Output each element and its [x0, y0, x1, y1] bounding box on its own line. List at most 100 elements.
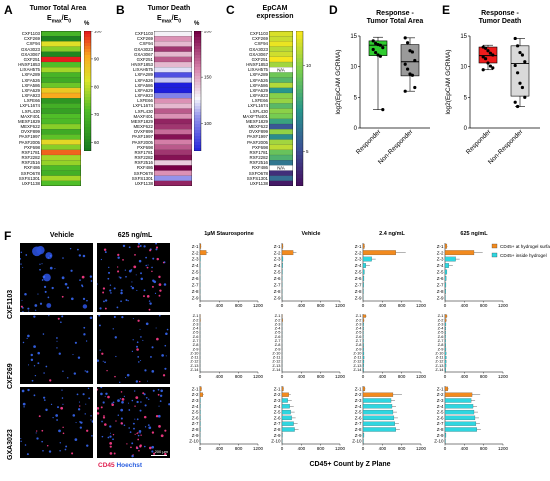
panel-a-colorbar-step — [84, 55, 91, 59]
panel-b-colorbar-step — [194, 49, 201, 53]
panel-e-title: Response - — [481, 10, 519, 17]
z-plane-label: Z-4 — [274, 263, 281, 268]
bar-x-tick-label: 1200 — [416, 374, 427, 379]
cd45-spot — [162, 261, 165, 264]
bar-column-title: Vehicle — [302, 231, 321, 237]
hoechst-spot — [56, 337, 58, 339]
bar-x-tick-label: 400 — [461, 446, 469, 451]
panel-b-row-label: RXF486 — [136, 165, 153, 171]
panel-c-row-label: LXFL430 — [250, 108, 268, 114]
cd45-spot — [135, 446, 138, 449]
panel-a-cell — [41, 31, 81, 37]
bar-surface — [199, 392, 204, 397]
panel-b-cell — [154, 144, 192, 151]
hoechst-spot — [77, 356, 81, 359]
panel-c-colorbar-step — [296, 143, 303, 148]
panel-a-row-label: LXFA289 — [21, 72, 40, 78]
hoechst-spot — [118, 276, 120, 278]
z-plane-label: Z-1 — [355, 386, 362, 391]
hoechst-spot — [120, 417, 123, 420]
bar-inside — [281, 427, 295, 432]
hoechst-spot — [117, 414, 120, 417]
bar-x-tick-label: 400 — [379, 374, 387, 379]
panel-a-title: Tumor Total Area — [29, 5, 87, 12]
z-plane-label: Z-5 — [437, 410, 444, 415]
panel-a-row-label: UXF1138 — [21, 180, 40, 186]
micro-cxf269-625 — [97, 315, 170, 384]
panel-c-cell — [269, 134, 293, 140]
hoechst-spot — [82, 297, 86, 301]
panel-b-row-labels: CXF1103 CXF269 CXF94 GXA3023 GXA3067 GXF251 HN… — [113, 31, 153, 186]
panel-c-cell — [269, 175, 293, 182]
hoechst-spot — [89, 275, 93, 278]
cd45-spot — [159, 289, 162, 292]
hoechst-spot — [48, 315, 50, 317]
panel-a-colorbar-step — [84, 43, 91, 47]
z-plane-label: Z-7 — [437, 283, 444, 288]
cd45-spot — [120, 391, 123, 393]
hoechst-spot — [131, 281, 133, 283]
panel-c-cell — [269, 56, 293, 63]
cd45-spot — [134, 405, 136, 407]
z-plane-label: Z-1 — [438, 313, 444, 318]
panel-c-cell — [269, 108, 293, 115]
z-plane-label: Z-5 — [355, 410, 362, 415]
bar-inside — [362, 282, 364, 288]
panel-c-colorbar-step — [296, 69, 303, 75]
hoechst-spot — [27, 364, 30, 366]
cd45-spot — [151, 285, 154, 288]
panel-c-row-label: MAXFTN401 — [242, 113, 268, 119]
hoechst-spot — [126, 373, 130, 377]
panel-c-colorbar-step — [296, 96, 303, 102]
panel-c-colorbar-step — [296, 135, 303, 140]
hoechst-spot — [159, 400, 162, 402]
bar-x-label: CD45+ Count by Z Plane — [309, 461, 390, 468]
hoechst-spot — [37, 293, 39, 295]
z-plane-label: Z-10 — [189, 439, 199, 444]
bar-x-tick-label: 400 — [298, 446, 306, 451]
hoechst-spot — [82, 393, 85, 396]
z-plane-label: Z-5 — [438, 330, 445, 335]
hoechst-spot — [157, 414, 161, 418]
z-plane-label: Z-7 — [355, 283, 362, 288]
panel-a-colorbar-step — [84, 106, 91, 110]
panel-b-colorbar-step — [194, 142, 201, 146]
panel-a-colorbar-step — [84, 94, 91, 98]
bar-x-tick-label: 400 — [461, 303, 469, 308]
bar-inside — [362, 427, 396, 432]
scale-bar-label: 200 µm — [154, 449, 168, 454]
bar-x-tick-label: 0 — [444, 374, 447, 379]
panel-c-row-label: RXF486 — [251, 165, 268, 171]
panel-e-title2: Tumor Death — [478, 18, 522, 25]
panel-b-cell — [154, 175, 192, 182]
panel-b-row-label: MAXF401 — [133, 113, 153, 119]
z-plane-label: Z-5 — [275, 330, 282, 335]
panel-a-cell — [41, 129, 81, 135]
z-plane-label: Z-5 — [274, 270, 281, 275]
bar-x-tick-label: 800 — [317, 446, 325, 451]
z-plane-label: Z-9 — [192, 433, 199, 438]
panel-c-cell — [269, 180, 293, 186]
panel-e-point — [518, 81, 522, 85]
panel-b-colorbar-step — [194, 64, 201, 68]
panel-c-colorbar-step — [296, 131, 303, 137]
hoechst-spot — [62, 403, 64, 405]
panel-c-cell — [269, 41, 293, 47]
micro-cxf1103-vehicle — [20, 243, 93, 312]
z-plane-label: Z-3 — [437, 398, 444, 403]
panel-b-cell — [154, 36, 192, 42]
panel-a-colorbar-step — [84, 148, 91, 151]
bar-x-tick-label: 1200 — [253, 303, 264, 308]
hoechst-spot — [137, 355, 140, 358]
hoechst-spot — [27, 334, 30, 338]
legend-swatch — [491, 252, 498, 258]
hoechst-spot — [90, 415, 92, 417]
panel-b-colorbar-step — [194, 73, 201, 77]
bar-x-tick-label: 800 — [480, 303, 488, 308]
panel-a-colorbar-step — [84, 76, 91, 80]
panel-c-colorbar-step — [296, 147, 303, 152]
bar-x-tick-label: 0 — [199, 446, 202, 451]
hoechst-spot — [34, 374, 37, 377]
panel-a-row-labels: CXF1103 CXF269 CXF94 GXA3023 GXA3067 GXF251 HN… — [0, 31, 40, 186]
panel-c-cell — [269, 123, 293, 130]
